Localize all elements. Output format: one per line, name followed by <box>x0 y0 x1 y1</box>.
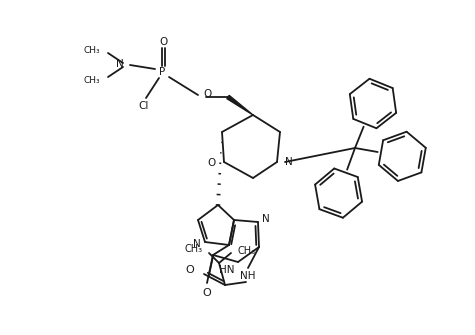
Text: O: O <box>203 288 211 298</box>
Text: N: N <box>285 157 293 167</box>
Text: HN: HN <box>218 265 234 275</box>
Text: N: N <box>116 59 124 69</box>
Text: Cl: Cl <box>139 101 149 111</box>
Text: O: O <box>185 265 194 275</box>
Text: O: O <box>203 89 211 99</box>
Text: N: N <box>262 214 270 224</box>
Text: N: N <box>193 239 201 249</box>
Text: CH₃: CH₃ <box>84 46 100 55</box>
Text: P: P <box>159 67 165 77</box>
Text: CH₃: CH₃ <box>237 246 255 256</box>
Text: O: O <box>159 37 167 47</box>
Text: CH₃: CH₃ <box>84 75 100 84</box>
Text: NH: NH <box>240 271 256 281</box>
Text: O: O <box>208 158 216 168</box>
Polygon shape <box>227 95 253 115</box>
Text: CH₃: CH₃ <box>185 244 203 254</box>
